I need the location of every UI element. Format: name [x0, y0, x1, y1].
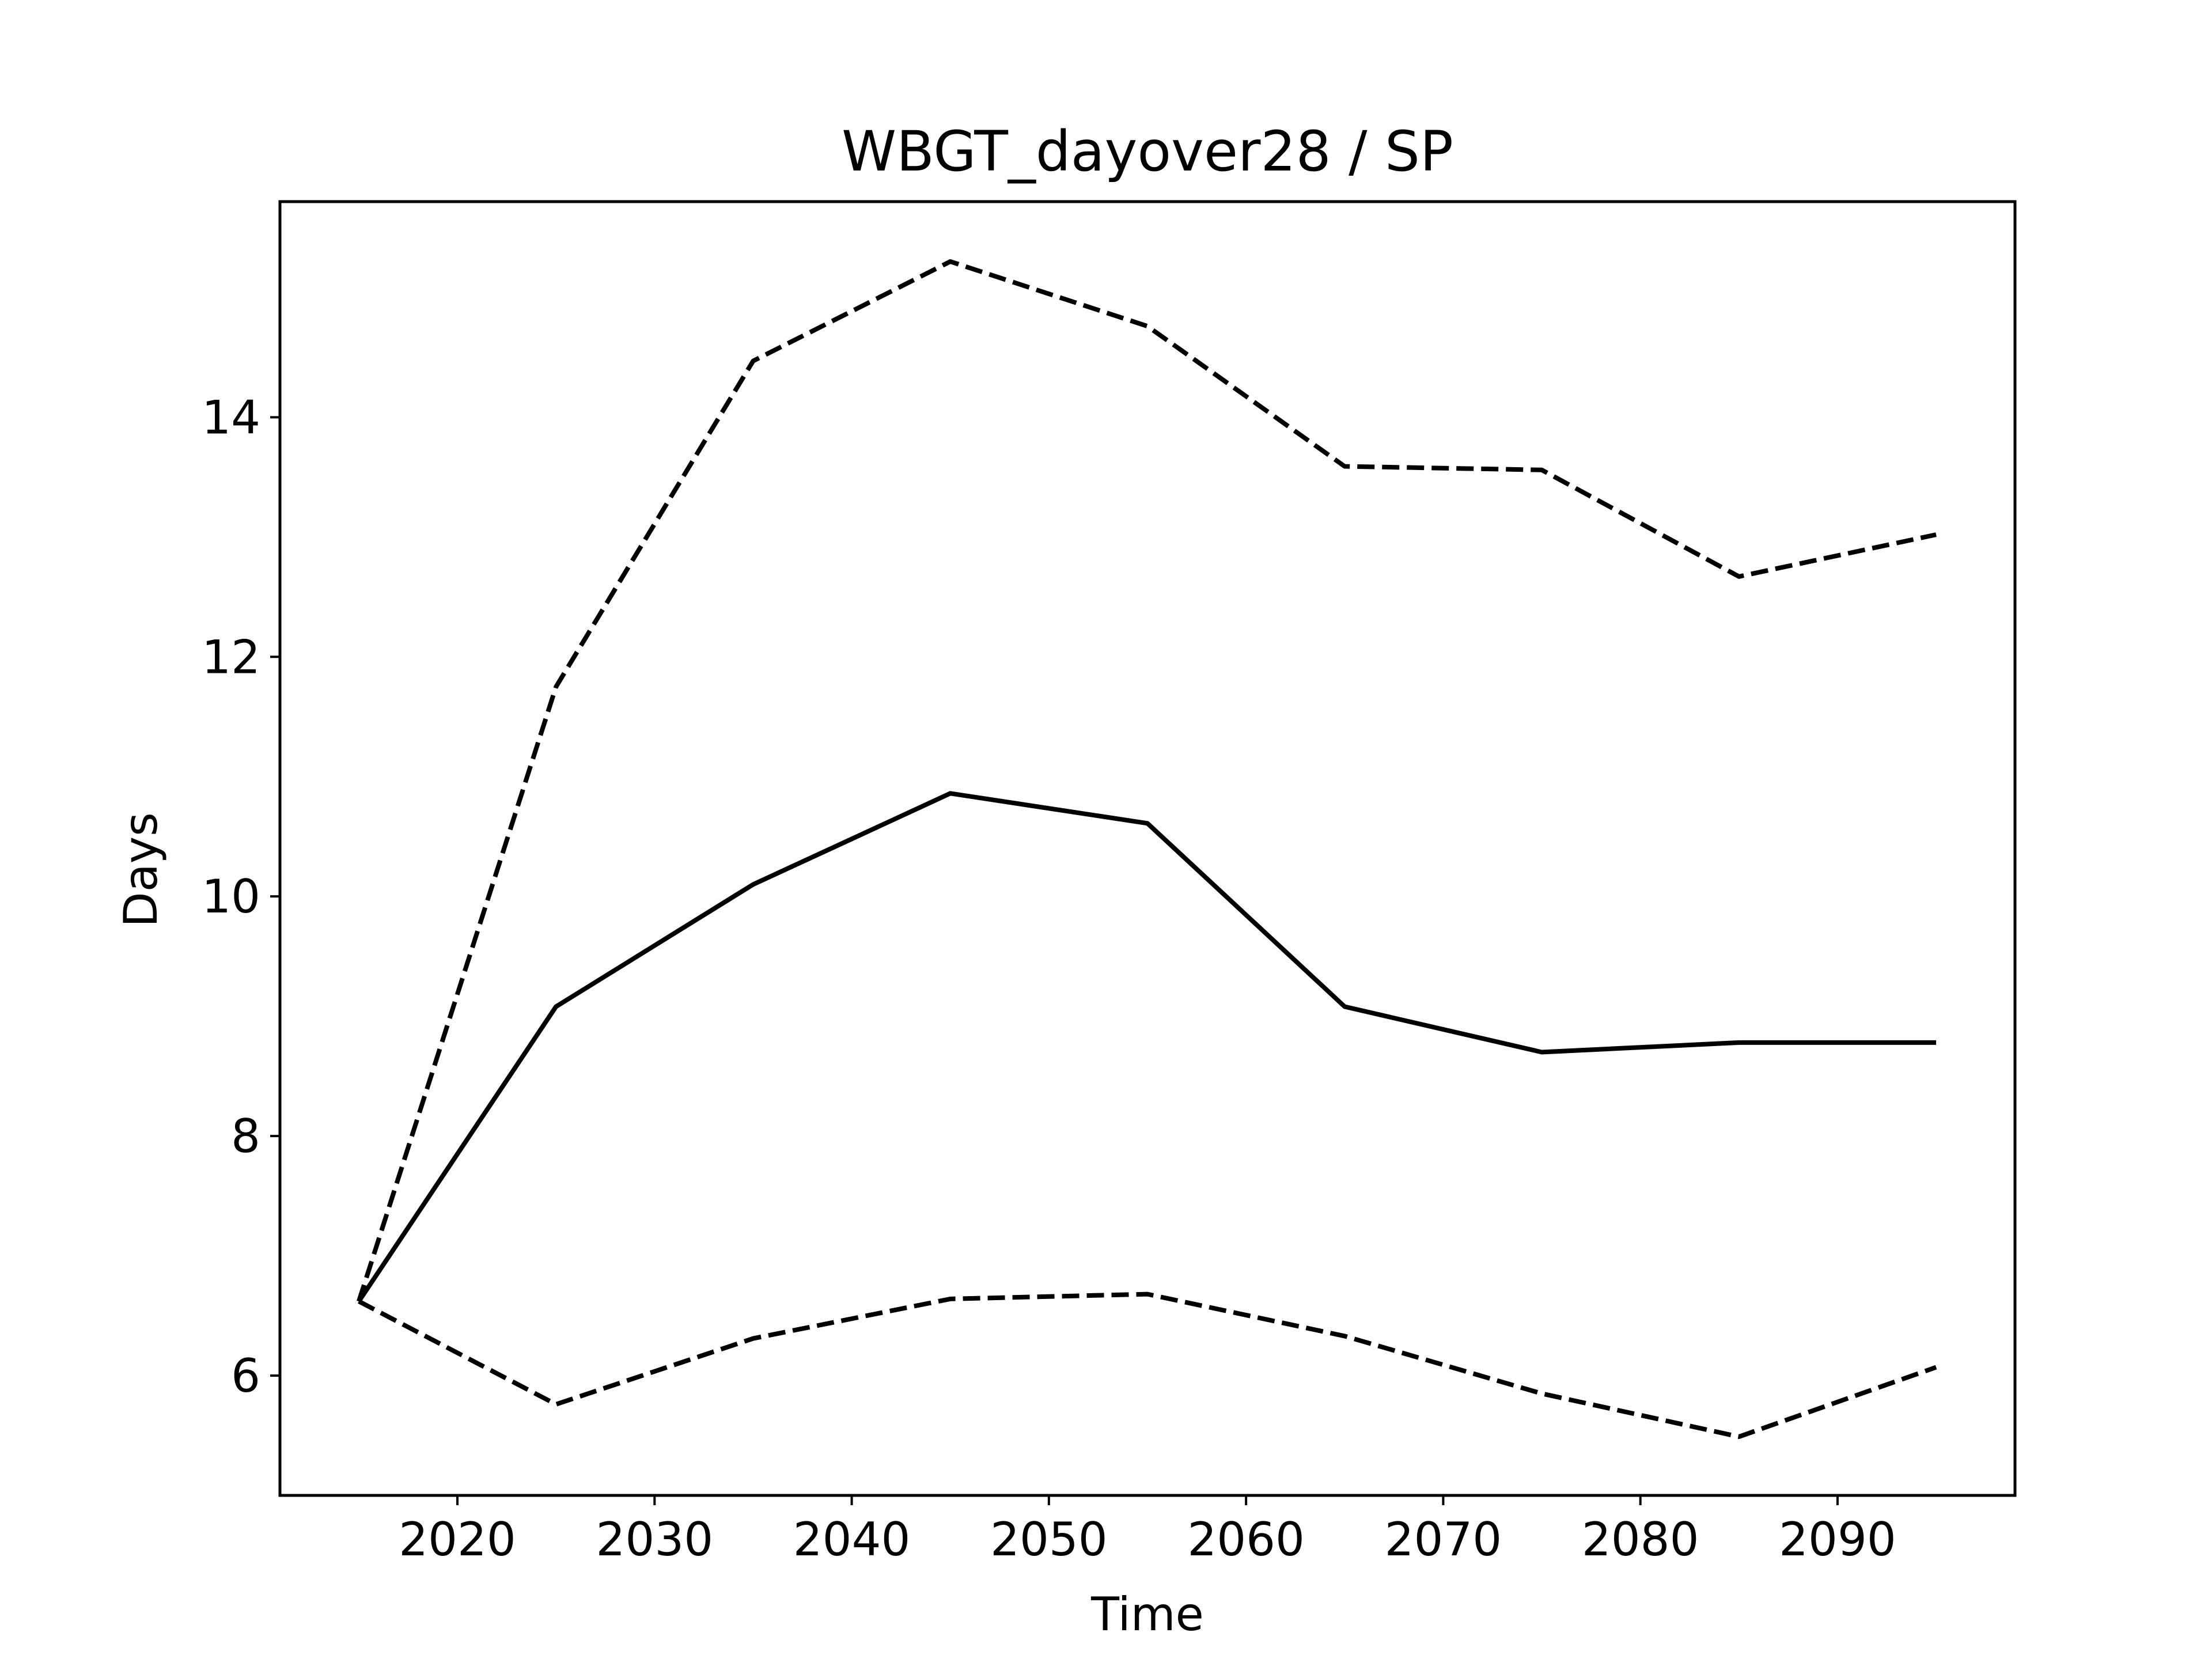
- x-tick-label: 2060: [1187, 1513, 1305, 1566]
- y-tick-label: 14: [202, 391, 260, 444]
- y-tick-label: 10: [202, 870, 260, 923]
- series-line-2: [357, 259, 1937, 1302]
- x-tick-label: 2050: [990, 1513, 1108, 1566]
- y-tick-label: 12: [202, 630, 260, 684]
- x-tick-label: 2020: [399, 1513, 516, 1566]
- x-axis-label: Time: [1090, 1588, 1204, 1641]
- axes-frame: [278, 200, 2017, 1497]
- series-line-3: [358, 1291, 1937, 1440]
- series-line-1: [357, 791, 1937, 1303]
- series-layer: [357, 259, 1937, 1440]
- x-axis-ticks: 2020 2030 2040 2050 2060 2070 2080 2090: [399, 1495, 1896, 1566]
- x-tick-label: 2040: [793, 1513, 911, 1566]
- y-tick-label: 8: [231, 1109, 260, 1163]
- chart-title: WBGT_dayover28 / SP: [842, 119, 1453, 184]
- y-tick-label: 6: [231, 1349, 260, 1403]
- x-tick-label: 2070: [1385, 1513, 1502, 1566]
- y-axis-ticks: 6 8 10 12 14: [202, 391, 280, 1403]
- x-tick-label: 2090: [1779, 1513, 1896, 1566]
- x-tick-label: 2080: [1582, 1513, 1699, 1566]
- x-tick-label: 2030: [596, 1513, 714, 1566]
- y-axis-label: Days: [114, 812, 168, 927]
